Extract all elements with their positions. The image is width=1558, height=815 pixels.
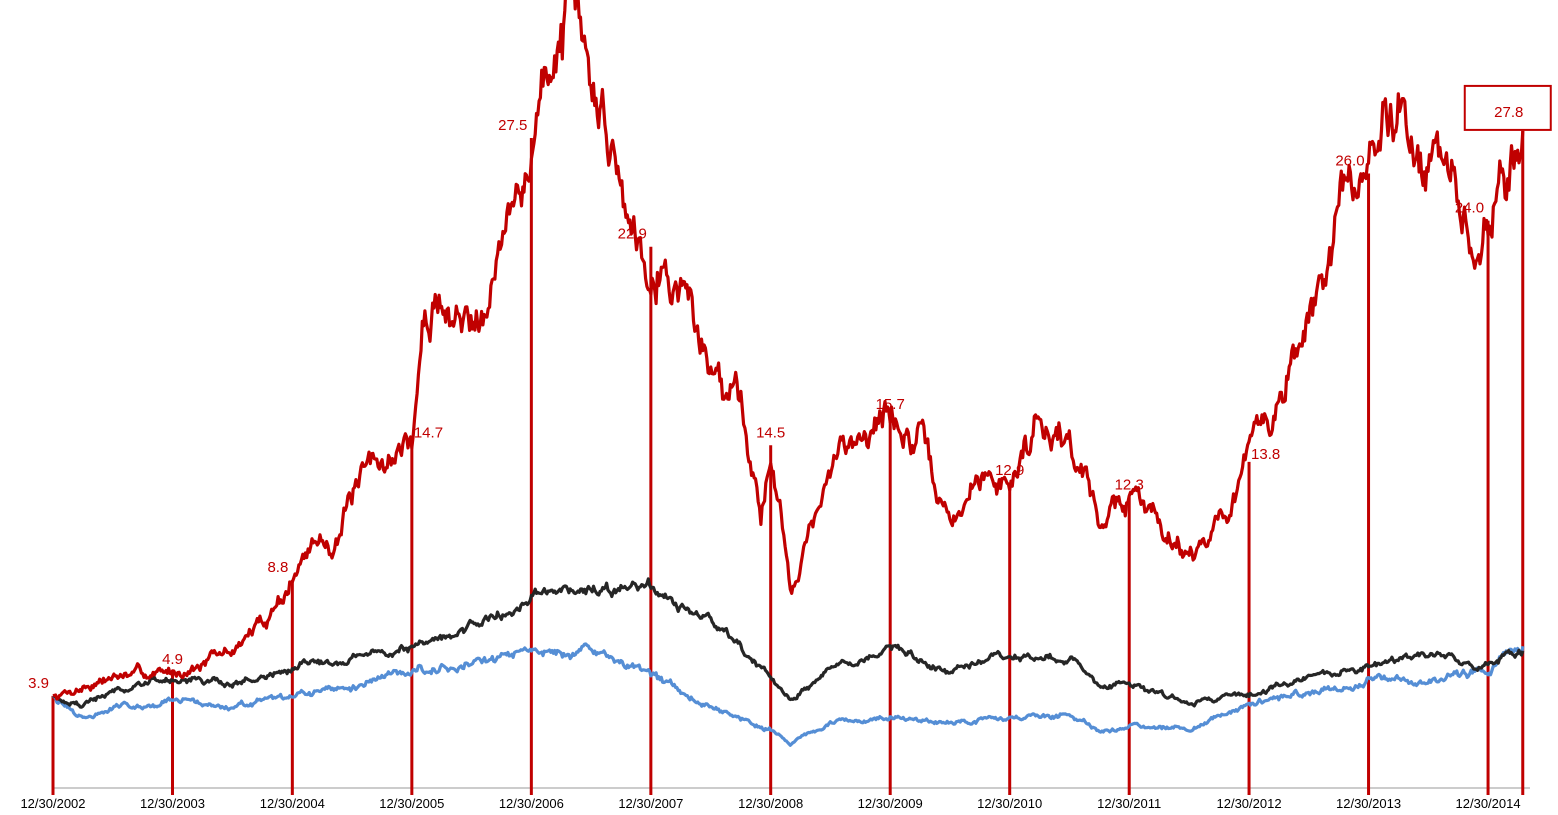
- x-tick-label: 12/30/2002: [20, 796, 85, 811]
- x-tick-label: 12/30/2006: [499, 796, 564, 811]
- x-axis: 12/30/2002 12/30/2003 12/30/2004 12/30/2005…: [20, 787, 1530, 811]
- data-label: 12.3: [1115, 476, 1144, 493]
- data-label: 8.8: [267, 559, 288, 576]
- annotation-drop-lines: [51, 130, 1525, 795]
- data-label: 26.0: [1335, 152, 1364, 169]
- data-label: 22.9: [618, 226, 647, 243]
- annotation-labels: 3.9 4.9 8.8 14.7 27.5 22.9 14.5 15.7 12.9 12.3 13.…: [28, 84, 1552, 692]
- series-line-black: [52, 577, 1525, 709]
- x-tick-label: 12/30/2004: [260, 796, 325, 811]
- data-label: 27.5: [498, 117, 527, 134]
- x-tick-label: 12/30/2007: [618, 796, 683, 811]
- data-label: 14.5: [756, 424, 785, 441]
- annotation-highlight-box: [1463, 84, 1552, 131]
- plot-area: 12/30/2002 12/30/2003 12/30/2004 12/30/2005…: [20, 0, 1552, 811]
- x-tick-label: 12/30/2005: [379, 796, 444, 811]
- data-label: 12.9: [995, 462, 1024, 479]
- series-line-blue: [52, 642, 1525, 747]
- data-label: 13.8: [1251, 446, 1280, 463]
- data-label: 15.7: [876, 396, 905, 413]
- x-tick-label: 12/30/2014: [1456, 796, 1521, 811]
- series-line-red: [52, 0, 1525, 701]
- x-tick-label: 12/30/2010: [977, 796, 1042, 811]
- x-tick-label: 12/30/2008: [738, 796, 803, 811]
- x-tick-label: 12/30/2009: [858, 796, 923, 811]
- data-label: 24.0: [1455, 200, 1484, 217]
- x-tick-label: 12/30/2013: [1336, 796, 1401, 811]
- x-tick-label: 12/30/2003: [140, 796, 205, 811]
- x-tick-label: 12/30/2012: [1217, 796, 1282, 811]
- series-lines: [52, 0, 1525, 747]
- x-tick-label: 12/30/2011: [1097, 796, 1161, 811]
- data-label: 14.7: [414, 425, 443, 442]
- data-label: 4.9: [162, 651, 183, 668]
- data-label: 27.8: [1494, 104, 1523, 121]
- data-label: 3.9: [28, 675, 49, 692]
